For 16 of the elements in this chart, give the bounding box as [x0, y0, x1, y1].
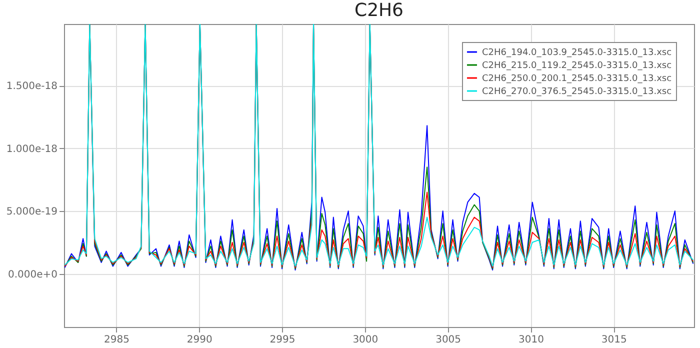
y-tick-label: 1.500e-18	[6, 81, 58, 92]
x-tick-label: 2985	[104, 334, 130, 346]
legend-label: C2H6_194.0_103.9_2545.0-3315.0_13.xsc	[482, 48, 672, 58]
x-tick-label: 3010	[518, 334, 544, 346]
x-tick-label: 3015	[601, 334, 627, 346]
x-tick-label: 2995	[270, 334, 296, 346]
y-tick-label: 5.000e-19	[6, 206, 58, 218]
legend-label: C2H6_250.0_200.1_2545.0-3315.0_13.xsc	[482, 74, 672, 84]
y-tick-label: 1.000e-18	[6, 144, 58, 155]
y-tick-label: 0.000e+0	[8, 269, 58, 280]
x-tick-label: 3000	[352, 334, 378, 346]
x-tick-label: 2990	[186, 334, 212, 346]
legend-label: C2H6_270.0_376.5_2545.0-3315.0_13.xsc	[482, 87, 672, 97]
chart-title: C2H6	[354, 0, 404, 21]
legend-label: C2H6_215.0_119.2_2545.0-3315.0_13.xsc	[482, 61, 672, 71]
x-tick-label: 3005	[436, 334, 462, 346]
